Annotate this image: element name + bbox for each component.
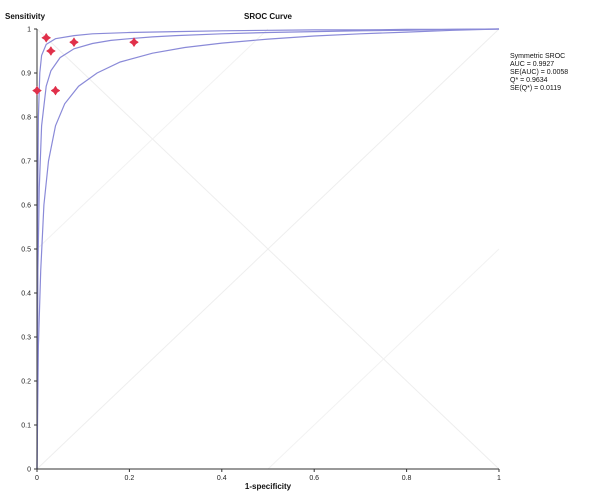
x-tick-label: 0.6 xyxy=(309,475,319,482)
x-axis-title: 1-specificity xyxy=(245,482,292,491)
study-point xyxy=(69,37,79,48)
grid-layer xyxy=(36,28,500,470)
grid-diagonal-upper xyxy=(36,28,269,250)
sroc-curve-upper xyxy=(36,28,500,470)
annotation-q-star: Q* = 0.9634 xyxy=(510,77,548,84)
study-point xyxy=(41,32,52,43)
axis-layer: 0 0.1 0.2 0.3 0.4 0.5 0.6 0.7 0.8 0.9 1 0 0.2 0.4 0.6 0… xyxy=(21,27,501,483)
y-tick-label: 0.1 xyxy=(21,423,31,430)
y-tick-label: 0.6 xyxy=(21,203,31,210)
x-tick-label: 1 xyxy=(497,475,501,482)
y-tick-label: 0.4 xyxy=(21,291,31,298)
sroc-curve-fit xyxy=(36,28,500,470)
study-point xyxy=(129,37,139,48)
study-point xyxy=(32,85,42,96)
x-tick-label: 0.4 xyxy=(217,475,227,482)
x-tick-label: 0.2 xyxy=(125,475,135,482)
y-tick-label: 0.8 xyxy=(21,115,31,122)
x-tick-label: 0.8 xyxy=(402,475,412,482)
y-tick-label: 0.2 xyxy=(21,379,31,386)
y-tick-label: 0.9 xyxy=(21,71,31,78)
y-tick-label: 0.5 xyxy=(21,247,31,254)
study-point xyxy=(45,46,56,56)
grid-diagonal-anti xyxy=(36,28,500,470)
annotation-auc: AUC = 0.9927 xyxy=(510,61,555,68)
annotation-model: Symmetric SROC xyxy=(510,53,566,60)
y-tick-label: 1 xyxy=(27,27,31,34)
point-layer xyxy=(32,32,139,96)
curve-layer xyxy=(36,28,500,470)
annotation-se-q-star: SE(Q*) = 0.0119 xyxy=(510,85,562,92)
study-point xyxy=(50,85,61,96)
y-axis-title: Sensitivity xyxy=(5,12,46,21)
grid-diagonal-lower xyxy=(267,248,500,470)
stats-annotation-box: Symmetric SROC AUC = 0.9927 SE(AUC) = 0.… xyxy=(510,53,568,93)
y-tick-label: 0.7 xyxy=(21,159,31,166)
y-tick-label: 0.3 xyxy=(21,335,31,342)
x-tick-label: 0 xyxy=(35,475,39,482)
sroc-curve-lower xyxy=(36,28,500,470)
chart-title: SROC Curve xyxy=(244,12,293,21)
annotation-se-auc: SE(AUC) = 0.0058 xyxy=(510,69,569,76)
y-tick-label: 0 xyxy=(27,467,31,474)
